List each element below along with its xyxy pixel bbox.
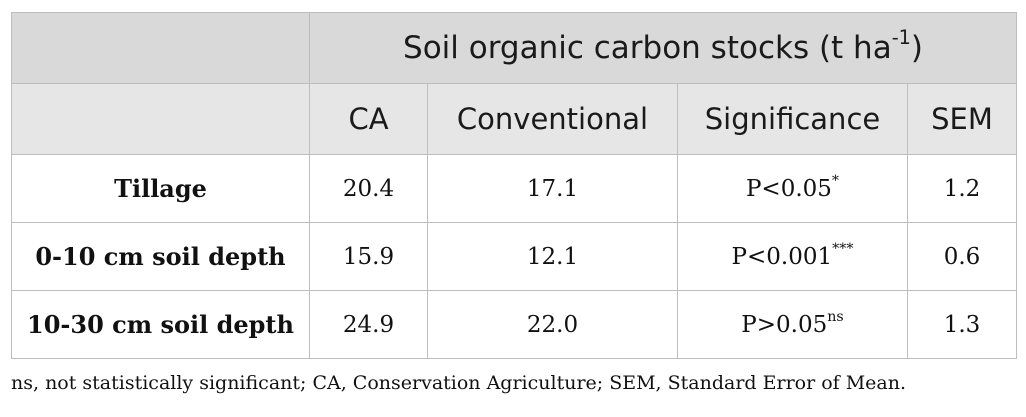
conventional-value: 12.1 — [427, 222, 678, 291]
significance-value: P>0.05ns — [677, 290, 908, 359]
column-header-conventional: Conventional — [427, 83, 678, 155]
column-header-sem: SEM — [906, 83, 1018, 155]
ca-value: 20.4 — [309, 154, 428, 223]
significance-marker: * — [831, 172, 840, 189]
row-label: 0-10 cm soil depth — [11, 222, 310, 291]
significance-marker: ns — [827, 308, 844, 325]
soc-stocks-table: Soil organic carbon stocks (t ha-1) CA C… — [11, 12, 1018, 359]
significance-text: P>0.05 — [741, 311, 828, 338]
table-title-text: Soil organic carbon stocks (t ha — [403, 30, 892, 66]
conventional-value: 17.1 — [427, 154, 678, 223]
table-row-10-30cm: 10-30 cm soil depth 24.9 22.0 P>0.05ns 1… — [11, 290, 1018, 359]
table-row-tillage: Tillage 20.4 17.1 P<0.05* 1.2 — [11, 154, 1018, 223]
ca-value: 24.9 — [309, 290, 428, 359]
significance-text: P<0.05 — [745, 175, 832, 202]
table-title: Soil organic carbon stocks (t ha-1) — [308, 12, 1018, 84]
table-row-0-10cm: 0-10 cm soil depth 15.9 12.1 P<0.001*** … — [11, 222, 1018, 291]
significance-text: P<0.001 — [731, 243, 833, 270]
sem-value: 1.3 — [906, 290, 1018, 359]
row-label: 10-30 cm soil depth — [11, 290, 310, 359]
column-header-row: CA Conventional Significance SEM — [11, 83, 1018, 155]
column-header-ca: CA — [309, 83, 428, 155]
ca-value: 15.9 — [309, 222, 428, 291]
conventional-value: 22.0 — [427, 290, 678, 359]
empty-corner-cell — [11, 12, 310, 84]
sem-value: 1.2 — [906, 154, 1018, 223]
significance-marker: *** — [832, 240, 854, 257]
significance-value: P<0.05* — [677, 154, 908, 223]
table-footnote: ns, not statistically significant; CA, C… — [11, 372, 907, 394]
column-header-significance: Significance — [677, 83, 908, 155]
row-label: Tillage — [11, 154, 310, 223]
table-title-row: Soil organic carbon stocks (t ha-1) — [11, 12, 1018, 84]
sem-value: 0.6 — [906, 222, 1018, 291]
empty-header-cell — [11, 83, 310, 155]
table-title-close: ) — [910, 30, 923, 66]
significance-value: P<0.001*** — [677, 222, 908, 291]
table-title-superscript: -1 — [891, 25, 911, 49]
